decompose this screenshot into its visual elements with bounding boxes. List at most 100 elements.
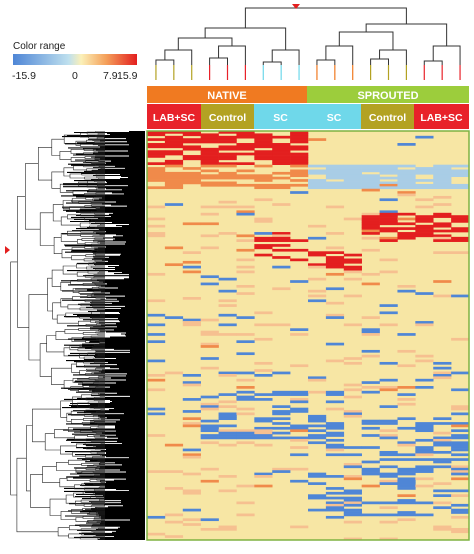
heatmap-cell [343,323,362,327]
heatmap-cell [379,475,398,478]
heatmap-cell [236,333,255,336]
heatmap-cell [147,299,166,303]
heatmap-cell [325,422,345,425]
heatmap-cell [272,232,291,235]
heatmap-cell [397,193,416,197]
heatmap-cell [397,494,416,497]
heatmap-cell [397,191,416,194]
heatmap-cell [397,477,416,481]
heatmap-cell [343,508,362,512]
heatmap-cell [415,501,434,505]
heatmap-cell [415,467,434,471]
heatmap-cell [254,145,273,149]
legend-tick-max: 15.9 [117,70,138,82]
dendrogram-branch [244,7,407,28]
heatmap-cell [147,232,166,235]
heatmap-cell [433,280,452,283]
heatmap-cell [308,482,327,485]
heatmap-cell [290,179,309,182]
heatmap-cell [379,458,398,461]
heatmap-cell [200,155,219,158]
heatmap-cell [254,217,273,221]
heatmap-cell [397,333,416,336]
heatmap-cell [451,169,470,173]
heatmap-cell [361,426,380,430]
heatmap-cell [290,171,309,175]
heatmap-cell [290,525,309,529]
heatmap-cell [200,169,219,173]
heatmap-cell [361,183,380,187]
heatmap-cell [379,434,398,437]
heatmap-cell [343,414,362,418]
heatmap-cell [147,470,166,473]
heatmap-cell [164,164,184,168]
heatmap-cell [218,138,237,141]
heatmap-cell [218,299,237,303]
heatmap-cell [343,489,362,493]
heatmap-cell [361,381,380,384]
heatmap-cell [236,398,255,401]
heatmap-cell [308,277,327,281]
heatmap-cell [290,479,309,483]
heatmap-cell [147,388,166,392]
heatmap-cell [308,263,327,267]
heatmap-cell [272,393,291,396]
dendrogram-branch [218,45,246,65]
heatmap-cell [218,152,237,156]
heatmap-cell [308,265,327,269]
heatmap-cell [290,183,309,187]
heatmap-cell [290,191,309,194]
heatmap-cell [433,229,452,233]
heatmap-cell [290,467,309,471]
heatmap-cell [451,239,470,242]
heatmap-cell [308,289,327,293]
heatmap-cell [272,323,291,327]
heatmap-cell [236,162,255,165]
heatmap-cell [325,169,345,173]
heatmap-cell [397,499,416,502]
heatmap-cell [361,422,380,425]
heatmap-cell [182,140,201,144]
heatmap-cell [415,179,434,182]
heatmap-cell [325,260,345,264]
heatmap-cell [290,174,309,178]
heatmap-cell [451,530,470,534]
heatmap-cell [200,527,219,531]
heatmap-cell [182,410,201,413]
dendrogram-branch [370,58,389,65]
heatmap-cell [164,183,184,187]
heatmap-cell [254,369,273,372]
heatmap-cell [325,446,345,449]
heatmap-cell [433,181,452,185]
heatmap-cell [200,183,219,187]
heatmap-cell [164,179,184,182]
heatmap-cell [379,186,398,190]
heatmap-cell [415,448,434,452]
heatmap-cell [200,176,219,180]
heatmap-cell [433,236,452,240]
heatmap-cell [379,482,398,485]
heatmap-cell [254,150,273,153]
heatmap-cell [218,304,237,307]
dendrogram-branch [365,23,448,46]
heatmap-cell [415,426,434,430]
heatmap-cell [218,131,237,134]
heatmap-cell [290,333,309,336]
heatmap-cell [433,176,452,180]
heatmap-cell [164,162,184,165]
heatmap-cell [361,215,380,218]
heatmap-cell [272,157,291,161]
heatmap-cell [290,152,309,156]
heatmap-cell [218,205,237,209]
heatmap-cell [254,436,273,440]
heatmap-cell [308,376,327,380]
condition-bar-2 [254,104,307,129]
heatmap-cell [164,140,184,144]
heatmap-cell [290,162,309,165]
heatmap-cell [308,251,327,254]
heatmap-cell [361,176,380,180]
heatmap-cell [415,323,434,327]
heatmap-cell [433,224,452,228]
heatmap-cell [379,183,398,187]
heatmap-cell [182,381,201,384]
